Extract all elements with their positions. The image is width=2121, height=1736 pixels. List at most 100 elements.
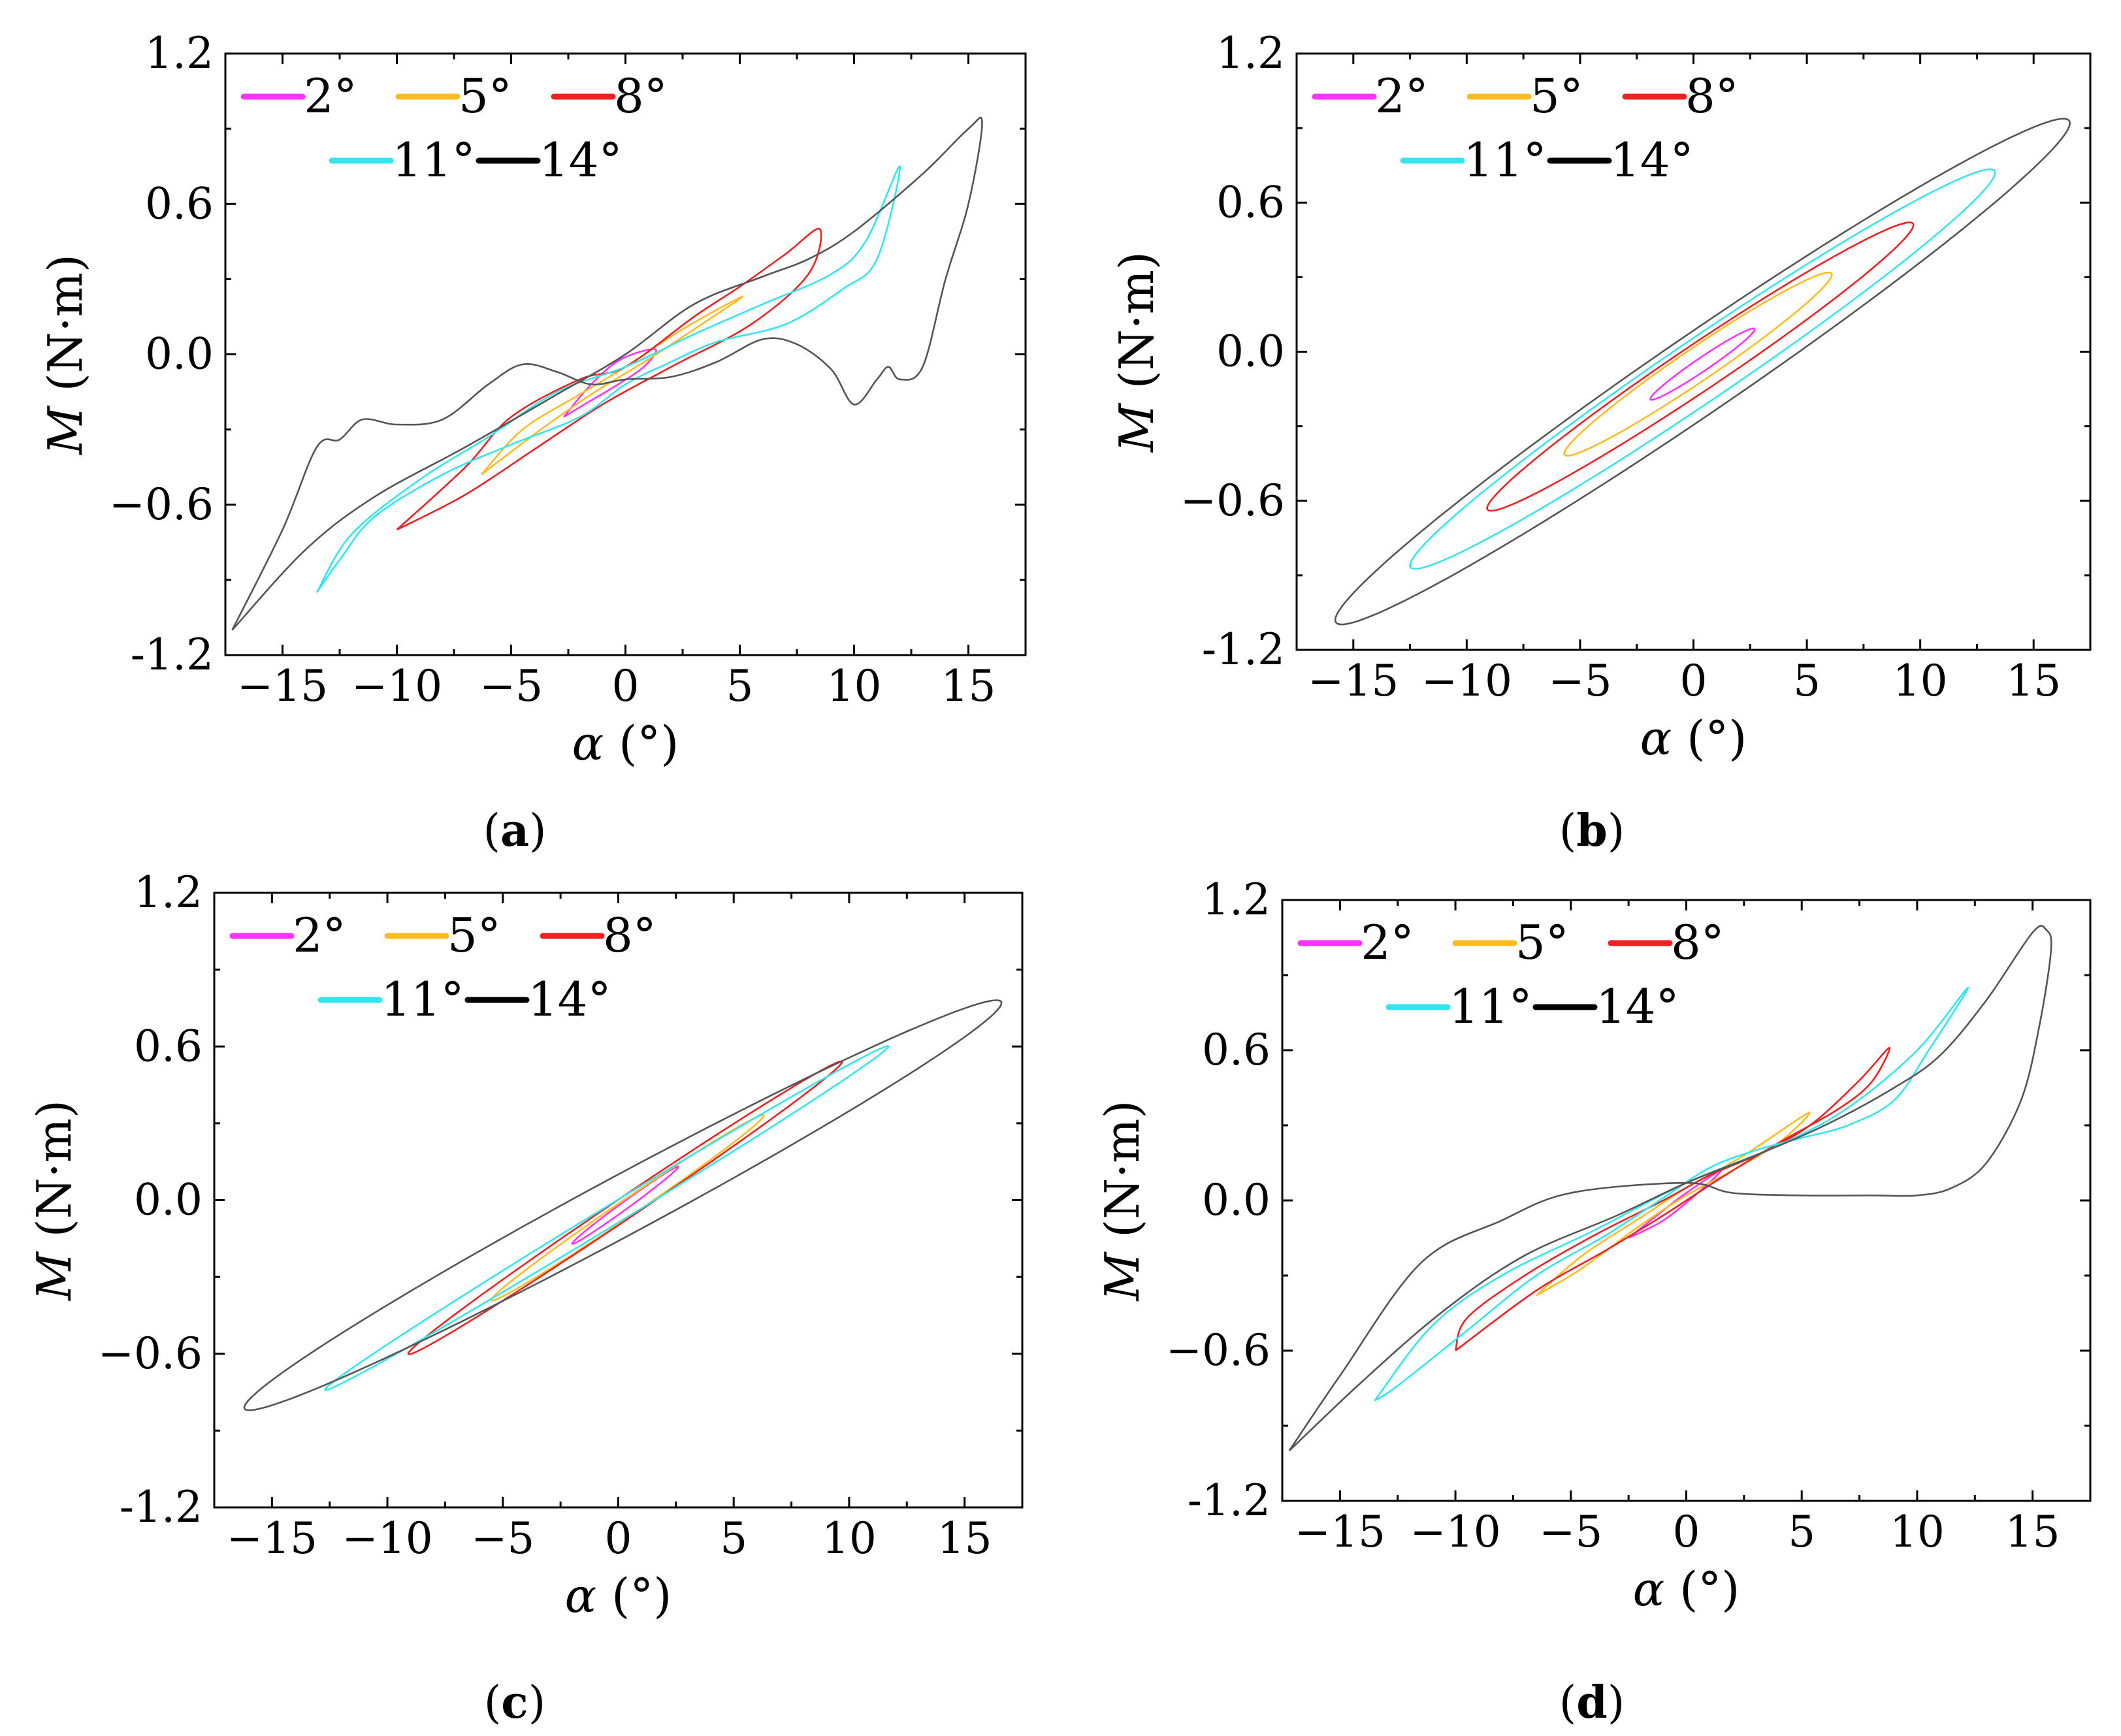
y-tick-label: 0.0 xyxy=(1202,1175,1271,1225)
x-tick-label: −5 xyxy=(479,661,543,711)
y-tick-label: 0.0 xyxy=(134,1175,202,1225)
series-line-2deg xyxy=(1649,327,1756,401)
y-axis-label: M (N·m) xyxy=(38,254,93,456)
x-axis-label: α (°) xyxy=(572,716,679,771)
x-tick-label: 5 xyxy=(720,1513,747,1564)
series-line-11deg xyxy=(1374,986,1969,1402)
caption-c: (c) xyxy=(484,1677,545,1729)
legend-label: 14° xyxy=(1596,979,1679,1034)
caption-paren: ) xyxy=(1608,1677,1625,1729)
x-tick-label: 0 xyxy=(1673,1507,1700,1557)
legend-label: 5° xyxy=(447,908,501,963)
y-tick-label: 0.6 xyxy=(134,1021,202,1071)
x-axis-label: α (°) xyxy=(1640,711,1747,765)
x-tick-label: 5 xyxy=(1788,1507,1815,1557)
legend: 2° 5° 8° 11° 14° xyxy=(229,908,656,1027)
legend-label: 14° xyxy=(1610,133,1694,187)
series-line-14deg xyxy=(243,999,1003,1411)
x-tick-label: 10 xyxy=(827,661,882,711)
y-tick-label: 1.2 xyxy=(134,867,202,918)
caption-paren: ) xyxy=(1608,805,1625,857)
series-line-14deg xyxy=(1334,118,2071,626)
legend-label: 11° xyxy=(381,972,464,1027)
legend-label: 11° xyxy=(1449,979,1532,1034)
y-tick-label: 0.0 xyxy=(145,329,214,379)
series-line-8deg xyxy=(1486,221,1915,512)
series-line-5deg xyxy=(1535,1112,1811,1296)
caption-paren: ) xyxy=(528,1677,546,1729)
legend-label: 2° xyxy=(293,908,346,963)
legend-label: 2° xyxy=(304,69,357,123)
panel-c: −15 −10 −5 0 5 10 15 -1.2 −0.6 0.0 0.6 1.2 α (°) M (N… xyxy=(27,867,1024,1623)
y-tick-label: −0.6 xyxy=(109,479,214,530)
caption-paren: ( xyxy=(483,805,500,857)
caption-d: (d) xyxy=(1559,1677,1625,1729)
y-tick-label: -1.2 xyxy=(120,1482,202,1532)
x-tick-label: 5 xyxy=(726,661,754,711)
legend-label: 11° xyxy=(392,133,476,187)
x-tick-label: −10 xyxy=(1410,1507,1500,1557)
legend-label: 2° xyxy=(1375,69,1429,123)
x-tick-label: 10 xyxy=(1890,1507,1945,1557)
series-line-11deg xyxy=(1409,168,1996,570)
legend: 2° 5° 8° 11° 14° xyxy=(240,69,668,187)
caption-paren: ( xyxy=(1559,805,1577,857)
caption-letter: c xyxy=(501,1677,528,1729)
y-axis-label: M (N·m) xyxy=(1109,251,1164,453)
legend-label: 8° xyxy=(1685,69,1739,123)
x-tick-label: −15 xyxy=(1308,656,1399,706)
x-tick-label: 0 xyxy=(1680,656,1708,706)
series-line-5deg xyxy=(481,295,743,475)
caption-a: (a) xyxy=(483,805,546,857)
y-tick-label: 0.0 xyxy=(1216,327,1285,377)
y-tick-label: 1.2 xyxy=(1216,28,1285,78)
y-tick-label: −0.6 xyxy=(98,1328,202,1379)
legend-label: 5° xyxy=(459,69,512,123)
series-line-8deg xyxy=(396,227,822,531)
x-tick-label: 15 xyxy=(941,661,996,711)
x-tick-label: −15 xyxy=(227,1513,317,1564)
panel-d: −15 −10 −5 0 5 10 15 -1.2 −0.6 0.0 0.6 1.2 α (°) M (N… xyxy=(1095,875,2092,1616)
y-tick-label: -1.2 xyxy=(1188,1475,1271,1526)
x-tick-label: 10 xyxy=(822,1513,877,1564)
y-axis-label: M (N·m) xyxy=(1095,1101,1150,1302)
caption-letter: a xyxy=(500,805,529,857)
legend-label: 8° xyxy=(1671,915,1724,970)
y-tick-label: -1.2 xyxy=(1202,624,1285,675)
legend-label: 5° xyxy=(1530,69,1583,123)
legend: 2° 5° 8° 11° 14° xyxy=(1297,915,1724,1034)
y-tick-label: 0.6 xyxy=(145,178,214,229)
x-tick-label: 15 xyxy=(2005,1507,2060,1557)
x-axis-label: α (°) xyxy=(565,1568,672,1623)
legend-label: 14° xyxy=(539,133,623,187)
x-tick-label: 5 xyxy=(1793,656,1821,706)
legend-label: 2° xyxy=(1361,915,1414,970)
series-line-5deg xyxy=(1563,271,1833,457)
y-tick-label: -1.2 xyxy=(131,630,214,680)
y-tick-label: 1.2 xyxy=(145,28,214,78)
y-tick-label: 0.6 xyxy=(1202,1025,1271,1075)
x-tick-label: −10 xyxy=(1421,656,1512,706)
series-line-11deg xyxy=(316,165,901,593)
series-line-8deg xyxy=(1454,1046,1891,1352)
caption-b: (b) xyxy=(1559,805,1625,857)
x-tick-label: 15 xyxy=(2006,656,2061,706)
x-tick-label: 10 xyxy=(1893,656,1948,706)
x-axis-label: α (°) xyxy=(1633,1562,1740,1616)
x-tick-label: 0 xyxy=(605,1513,632,1564)
series-group xyxy=(231,116,983,631)
series-group xyxy=(243,999,1003,1411)
caption-paren: ) xyxy=(529,805,547,857)
x-tick-label: 15 xyxy=(937,1513,992,1564)
legend: 2° 5° 8° 11° 14° xyxy=(1312,69,1739,187)
x-tick-label: 0 xyxy=(612,661,640,711)
series-line-2deg xyxy=(571,1165,679,1245)
panel-b: −15 −10 −5 0 5 10 15 -1.2 −0.6 0.0 0.6 1.2 α (°) M (N… xyxy=(1109,28,2092,765)
y-tick-label: −0.6 xyxy=(1166,1325,1271,1375)
x-tick-label: −5 xyxy=(1548,656,1611,706)
y-tick-label: 1.2 xyxy=(1202,875,1271,925)
series-line-11deg xyxy=(324,1045,890,1391)
legend-label: 14° xyxy=(528,972,611,1027)
caption-paren: ( xyxy=(484,1677,502,1729)
